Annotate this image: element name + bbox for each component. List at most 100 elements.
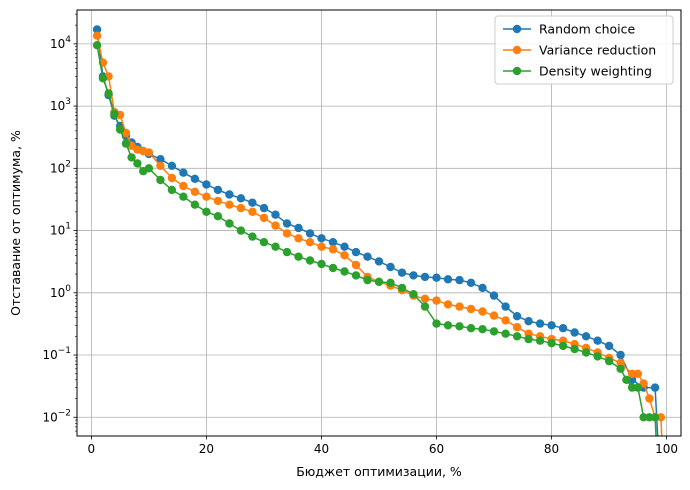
data-point [570, 328, 579, 337]
data-point [627, 369, 637, 378]
data-point [512, 332, 522, 341]
data-point [305, 229, 315, 238]
data-point [156, 161, 165, 170]
data-point [656, 413, 666, 422]
data-point [478, 325, 487, 334]
data-point [305, 256, 315, 265]
data-point [294, 223, 303, 233]
legend: Random choice Variance reduction Density w… [494, 15, 674, 85]
data-point [616, 358, 625, 367]
x-tick-label: 20 [199, 442, 214, 456]
data-point [156, 175, 165, 185]
series-line-variance-reduction [96, 35, 663, 436]
data-point [616, 350, 625, 360]
data-point [271, 242, 280, 251]
data-point [92, 31, 102, 40]
data-point [535, 319, 545, 328]
x-tick-label: 60 [429, 442, 444, 456]
data-point [248, 198, 257, 207]
data-point [144, 148, 154, 157]
data-point [420, 302, 430, 311]
data-point [478, 307, 487, 316]
data-point [340, 251, 349, 260]
y-tick-label: 10−1 [42, 346, 71, 362]
axes-frame [76, 9, 682, 437]
data-point [156, 155, 165, 164]
data-point [179, 192, 188, 201]
data-point [236, 226, 246, 235]
data-point [604, 356, 614, 366]
data-point [121, 139, 131, 148]
data-point [248, 232, 257, 241]
data-point [294, 252, 303, 261]
data-point [98, 74, 108, 83]
data-point [317, 259, 326, 269]
data-point [639, 413, 648, 422]
x-tick-label: 0 [88, 442, 96, 456]
legend-item-random-choice: Random choice [503, 22, 636, 37]
data-point [190, 187, 200, 196]
y-tick-label: 102 [50, 159, 71, 175]
data-point [202, 207, 211, 216]
data-point [645, 394, 654, 403]
data-point [351, 271, 361, 280]
grid [77, 10, 681, 436]
series-density-weighting [92, 41, 660, 436]
x-tick-label: 40 [314, 442, 329, 456]
data-point [593, 336, 602, 345]
data-point [397, 268, 407, 277]
data-point [443, 275, 453, 284]
data-point [409, 290, 418, 299]
data-point [501, 316, 510, 325]
data-point [282, 229, 292, 238]
data-point [351, 260, 361, 270]
y-axis-label: Отставание от оптимума, % [8, 130, 23, 316]
data-point [547, 321, 556, 330]
data-point [633, 369, 643, 378]
data-point [386, 278, 395, 287]
data-point [489, 311, 499, 320]
data-point [144, 164, 154, 173]
data-point [248, 207, 257, 216]
data-point [374, 277, 384, 286]
data-point [443, 300, 453, 309]
data-point [328, 263, 338, 273]
data-point [420, 294, 430, 303]
data-point [363, 275, 372, 285]
data-point [466, 278, 476, 287]
data-point [213, 185, 223, 195]
legend-item-variance-reduction: Variance reduction [503, 43, 656, 58]
series-line-density-weighting [96, 45, 657, 436]
data-point [92, 41, 102, 50]
y-tick-label: 104 [50, 35, 71, 51]
data-point [282, 247, 292, 257]
data-point [432, 296, 441, 305]
data-point [501, 329, 510, 338]
data-point [282, 219, 292, 228]
data-point [432, 319, 441, 328]
data-point [190, 200, 200, 209]
plot-area [92, 25, 666, 436]
data-point [202, 192, 211, 201]
y-tick-label: 103 [50, 97, 71, 113]
legend-label: Random choice [539, 22, 636, 37]
data-point [466, 324, 476, 333]
data-point [190, 174, 200, 183]
data-point [374, 257, 384, 266]
data-point [328, 245, 338, 254]
data-point [305, 238, 315, 247]
data-point [593, 352, 602, 361]
data-point [397, 283, 407, 293]
legend-label: Density weighting [539, 64, 652, 79]
data-point [524, 334, 533, 344]
x-tick-label: 80 [544, 442, 559, 456]
data-point [604, 341, 614, 351]
legend-marker [512, 66, 522, 76]
data-point [558, 324, 568, 333]
data-point [179, 181, 188, 191]
data-point [271, 221, 280, 230]
data-point [328, 238, 338, 247]
data-point [202, 180, 211, 189]
y-axis-ticks: 10−2 10−1 100 101 102 103 104 [42, 13, 77, 432]
